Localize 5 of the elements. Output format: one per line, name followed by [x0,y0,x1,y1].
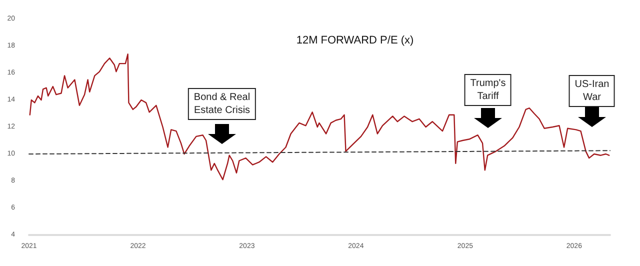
annotation: Bond & Real Estate Crisis [188,88,256,120]
annotation: Trump's Tariff [464,74,512,106]
text: 12M FORWARD P/E (x) [296,34,414,46]
line-series [29,54,610,180]
annotation: US-Iran War [568,75,616,107]
